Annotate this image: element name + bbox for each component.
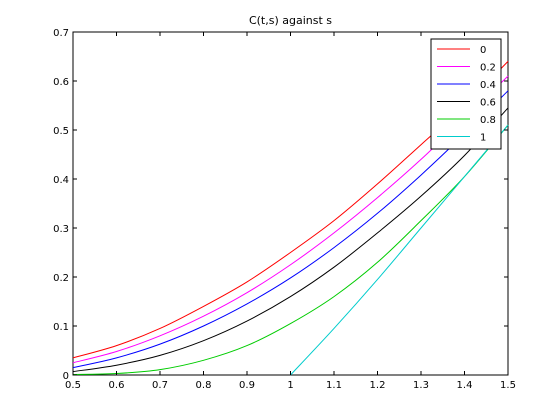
y-tick-label: 0.1 xyxy=(53,322,69,333)
x-tick-label: 0.7 xyxy=(152,380,168,391)
series-line-4 xyxy=(72,124,509,376)
y-tick-label: 0.6 xyxy=(53,77,69,88)
y-tick-label: 0.3 xyxy=(53,224,69,235)
series-line-5 xyxy=(290,124,509,376)
x-tick-label: 0.8 xyxy=(196,380,212,391)
y-tick-label: 0 xyxy=(63,371,69,382)
legend-box xyxy=(430,38,502,150)
series-layer xyxy=(72,61,509,376)
y-tick-label: 0.5 xyxy=(53,126,69,137)
x-tick-label: 1 xyxy=(287,380,293,391)
x-tick-label: 0.5 xyxy=(65,380,81,391)
y-tick-label: 0.7 xyxy=(53,28,69,39)
y-tick-label: 0.4 xyxy=(53,175,69,186)
x-tick-label: 1.4 xyxy=(457,380,473,391)
legend-items: 0 0.2 0.4 0.6 0.8 1 xyxy=(437,45,496,144)
y-axis-ticks: 0 0.1 0.2 0.3 0.4 0.5 0.6 0.7 xyxy=(53,28,508,382)
legend-label-0: 0 xyxy=(480,45,486,56)
series-line-2 xyxy=(72,90,509,369)
legend: 0 0.2 0.4 0.6 0.8 1 xyxy=(430,38,502,150)
x-tick-label: 1.2 xyxy=(370,380,386,391)
legend-label-5: 1 xyxy=(480,133,486,144)
legend-label-4: 0.8 xyxy=(480,115,496,126)
x-tick-label: 1.5 xyxy=(500,380,516,391)
y-tick-label: 0.2 xyxy=(53,273,69,284)
x-tick-label: 1.1 xyxy=(326,380,342,391)
series-line-3 xyxy=(72,107,509,373)
x-tick-label: 0.6 xyxy=(109,380,125,391)
legend-label-1: 0.2 xyxy=(480,63,496,74)
chart-title: C(t,s) against s xyxy=(249,14,332,27)
x-axis-ticks: 0.5 0.6 0.7 0.8 0.9 1 1.1 1.2 1.3 1.4 1.5 xyxy=(65,32,516,391)
legend-label-3: 0.6 xyxy=(480,98,496,109)
x-tick-label: 0.9 xyxy=(239,380,255,391)
x-tick-label: 1.3 xyxy=(413,380,429,391)
legend-label-2: 0.4 xyxy=(480,80,496,91)
